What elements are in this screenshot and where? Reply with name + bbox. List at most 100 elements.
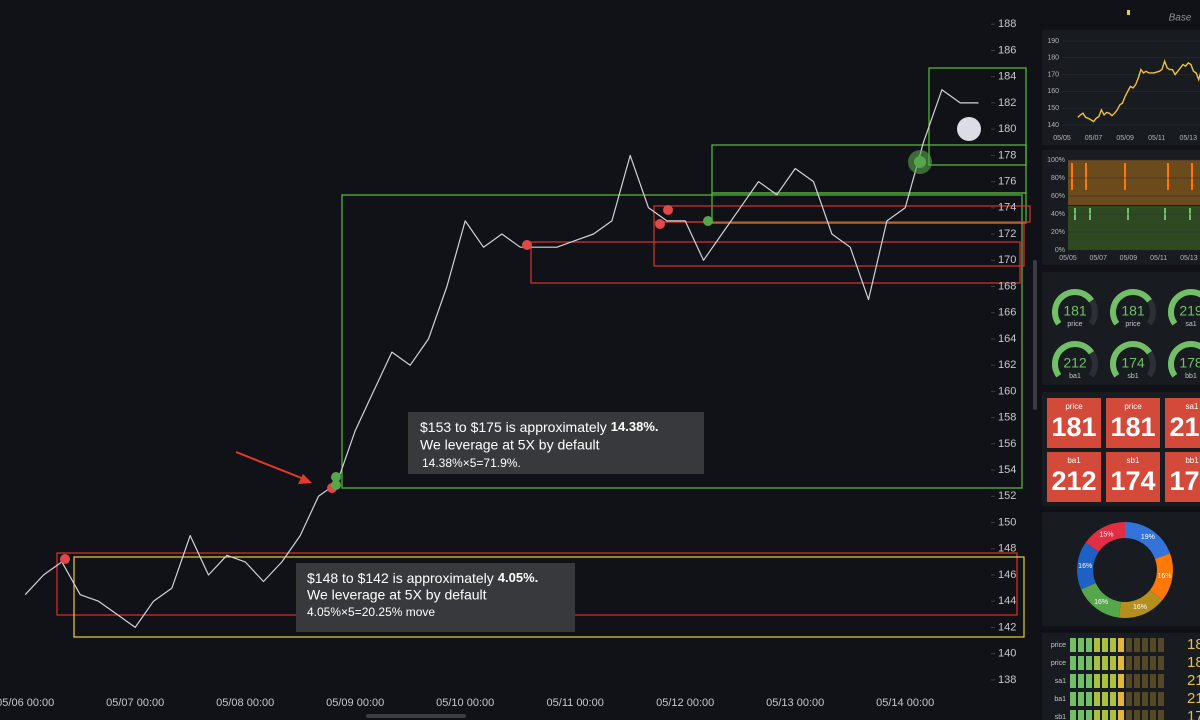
range-box <box>341 194 1023 489</box>
y-tick-label: 100% <box>1047 157 1065 164</box>
gauge-fill <box>1168 289 1200 326</box>
x-tick-label: 05/07 00:00 <box>106 697 164 709</box>
gauge-value: 181 <box>1063 303 1087 319</box>
sell-marker <box>60 554 70 564</box>
x-tick-label: 05/05 <box>1059 255 1077 262</box>
donut-label: 16% <box>1157 573 1171 580</box>
bar-gauge-label: sa1 <box>1055 678 1066 685</box>
stat-value: 219 <box>1169 412 1200 442</box>
x-tick-label: 05/11 <box>1150 255 1167 262</box>
stat-tile <box>1047 452 1101 502</box>
y-tick-label: 174 <box>998 202 1016 214</box>
bar-gauge-cell <box>1118 656 1124 670</box>
bar-gauge-cell <box>1094 674 1100 688</box>
x-tick-label: 05/11 00:00 <box>547 697 604 709</box>
stat-value: 174 <box>1110 466 1155 496</box>
stat-value: 212 <box>1051 466 1096 496</box>
x-tick-label: 05/11 <box>1148 135 1165 142</box>
scrollbar[interactable] <box>366 714 466 718</box>
stat-value: 181 <box>1110 412 1155 442</box>
stat-label: bb1 <box>1185 456 1199 465</box>
bar-gauge-cell <box>1086 674 1092 688</box>
y-tick-label: 176 <box>998 175 1016 187</box>
x-tick-label: 05/07 <box>1089 255 1107 262</box>
bar-gauge-cell <box>1094 656 1100 670</box>
gauge-fill <box>1110 289 1152 326</box>
scrollbar[interactable] <box>1033 260 1037 410</box>
bar-gauge-cell <box>1158 638 1164 652</box>
y-tick-label: 170 <box>1047 71 1059 78</box>
bar-gauge-value: 219 <box>1187 672 1200 689</box>
x-tick-label: 05/09 00:00 <box>326 697 384 709</box>
y-tick-label: 80% <box>1051 175 1065 182</box>
donut-segment <box>1149 553 1173 600</box>
annotation-box <box>296 563 575 632</box>
stat-label: sb1 <box>1127 456 1140 465</box>
annotation: $153 to $175 is approximately 14.38%. We … <box>408 412 704 474</box>
y-tick-label: 158 <box>998 412 1016 424</box>
bar-gauge-cell <box>1102 674 1108 688</box>
ratio-band <box>1068 160 1200 205</box>
stat-label: sa1 <box>1186 402 1199 411</box>
bar-gauge-cell <box>1118 674 1124 688</box>
x-tick-label: 05/05 <box>1053 135 1071 142</box>
bar-gauge-cell <box>1142 692 1148 706</box>
range-box <box>653 221 1025 267</box>
arrow-head <box>298 474 312 484</box>
bar-gauge-cell <box>1086 656 1092 670</box>
x-tick-label: 05/13 <box>1180 255 1198 262</box>
stat-tile <box>1106 452 1160 502</box>
bar-gauge-cell <box>1078 710 1084 720</box>
range-box <box>928 67 1027 166</box>
y-tick-label: 184 <box>998 71 1016 83</box>
gauge-value: 178 <box>1179 355 1200 371</box>
y-tick-label: 160 <box>1047 88 1059 95</box>
bar-gauge-cell <box>1126 674 1132 688</box>
stat-tile <box>1047 398 1101 448</box>
y-tick-label: 154 <box>998 464 1016 476</box>
y-tick-label: 164 <box>998 333 1016 345</box>
y-tick-label: 156 <box>998 438 1016 450</box>
x-tick-label: 05/09 <box>1120 255 1138 262</box>
bar-gauge-cell <box>1102 638 1108 652</box>
bar-gauge-cell <box>1086 692 1092 706</box>
x-tick-label: 05/13 <box>1179 135 1197 142</box>
y-tick-label: 182 <box>998 97 1016 109</box>
bar-gauge-cell <box>1158 656 1164 670</box>
donut-label: 19% <box>1141 534 1155 541</box>
annotation-box <box>408 412 704 474</box>
bar-gauge-cell <box>1150 638 1156 652</box>
stat-tile <box>1165 452 1200 502</box>
bar-gauge-cell <box>1134 692 1140 706</box>
bar-gauge-cell <box>1070 656 1076 670</box>
y-tick-label: 180 <box>1047 55 1059 62</box>
arrow <box>235 451 312 484</box>
bar-gauge-cell <box>1094 710 1100 720</box>
bar-gauge-cell <box>1110 656 1116 670</box>
bar-gauge-cell <box>1086 710 1092 720</box>
annotation-line: We leverage at 5X by default <box>420 437 600 453</box>
y-tick-label: 148 <box>998 543 1016 555</box>
y-tick-label: 146 <box>998 569 1016 581</box>
x-tick-label: 05/06 00:00 <box>0 697 54 709</box>
bar-gauge-value: 212 <box>1187 690 1200 707</box>
donut-label: 15% <box>1099 531 1113 538</box>
bar-gauge-cell <box>1126 638 1132 652</box>
y-tick-label: 40% <box>1051 211 1065 218</box>
buy-marker <box>914 156 926 168</box>
buy-marker <box>331 480 341 490</box>
y-tick-label: 190 <box>1047 38 1059 45</box>
bar-gauge-cell <box>1134 674 1140 688</box>
gauge-label: price <box>1125 321 1140 328</box>
gauge-fill <box>1052 289 1094 326</box>
gauge-label: ba1 <box>1069 373 1081 380</box>
y-tick-label: 150 <box>998 516 1016 528</box>
bar-gauge-cell <box>1078 638 1084 652</box>
gauge-value: 181 <box>1121 303 1145 319</box>
y-tick-label: 60% <box>1051 193 1065 200</box>
y-tick-label: 150 <box>1047 105 1059 112</box>
donut-label: 16% <box>1133 604 1147 611</box>
